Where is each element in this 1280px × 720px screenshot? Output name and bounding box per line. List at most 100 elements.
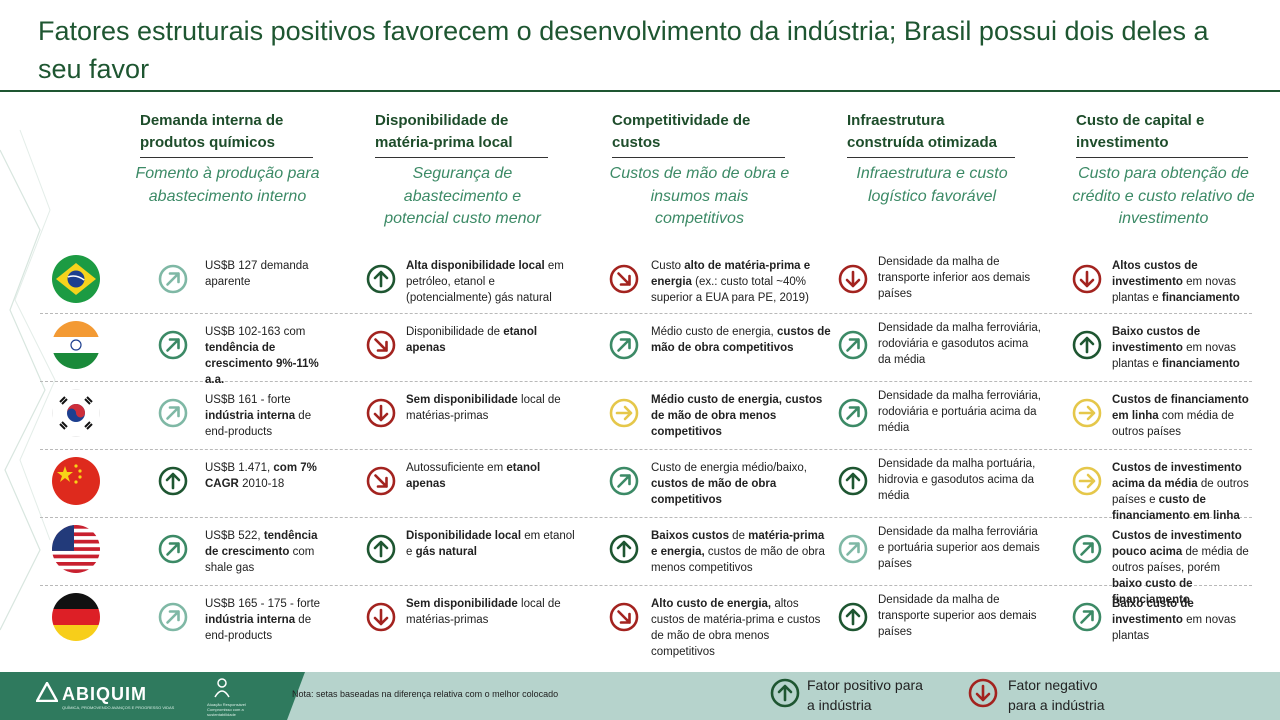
column-heading: Competitividade de custos [612,112,751,151]
emphasis-text: matéria-prima e energia, [651,530,825,558]
factor-cell-text: US$B 522, tendência de crescimento com s… [205,528,323,576]
arrow-down-icon [1072,264,1102,294]
arrow-up-icon [366,534,396,564]
body-text: US$B 1.471, [205,462,274,474]
emphasis-text: com 7% CAGR [205,462,317,490]
emphasis-text: custos de mão de obra competitivos [651,478,777,506]
factor-cell-text: Densidade da malha portuária, hidrovia e… [878,456,1043,504]
arrow-right-icon [1072,466,1102,496]
arrow-up-icon [838,466,868,496]
row-separator [40,449,1252,450]
abiquim-logo-icon [36,682,58,702]
factor-cell-text: Baixos custos de matéria-prima e energia… [651,528,831,576]
body-text: US$B 165 - 175 - forte [205,598,321,610]
legend-negative-label: Fator negativo para a indústria [1008,677,1105,713]
factor-cell-text: Custos de financiamento em linha com méd… [1112,392,1252,440]
emphasis-text: indústria interna [205,410,296,422]
flag-south-korea-icon [52,389,100,437]
body-text: Densidade da malha ferroviária e portuár… [878,526,1040,570]
column-subtitle: Custo para obtenção de crédito e custo r… [1072,165,1255,227]
abiquim-logo: ABIQUIM [62,684,147,704]
factor-cell-text: US$B 1.471, com 7% CAGR 2010-18 [205,460,323,492]
emphasis-text: Sem disponibilidade [406,598,518,610]
arrow-down-icon [838,264,868,294]
emphasis-text: custos de mão de obra competitivos [651,326,831,354]
factor-cell-text: US$B 165 - 175 - forte indústria interna… [205,596,323,644]
responsible-care-icon [214,678,230,698]
abiquim-tagline: QUÍMICA, PROMOVENDO AVANÇOS E PROGRESSO … [62,705,175,710]
factor-cell-text: Custo alto de matéria-prima e energia (e… [651,258,831,306]
emphasis-text: tendência de crescimento [205,530,318,558]
factor-cell-text: US$B 161 - forte indústria interna de en… [205,392,323,440]
column-divider [1076,157,1248,158]
body-text: com shale gas [205,546,315,574]
body-text: em novas plantas e [1112,276,1236,304]
column-subtitle: Fomento à produção para abastecimento in… [135,165,320,205]
body-text: em petróleo, etanol e (potencialmente) g… [406,260,564,304]
emphasis-text: baixo custo de financiamento [1112,578,1193,606]
responsible-care-label: Atuação Responsável Compromisso com a su… [207,702,246,717]
factor-cell-text: US$B 127 demanda aparente [205,258,323,290]
arrow-down-right-icon [366,330,396,360]
row-separator [40,381,1252,382]
emphasis-text: Médio custo de energia, custos de mão de… [651,394,823,438]
column-heading: Disponibilidade de matéria-prima local [375,112,513,151]
column-heading: Demanda interna de produtos químicos [140,112,284,151]
body-text: Custo de energia médio/baixo, [651,462,807,474]
arrow-up-right-icon [1072,602,1102,632]
body-text: US$B 102-163 com [205,326,306,338]
arrow-up-right-icon [1072,534,1102,564]
emphasis-text: Baixo custos de investimento [1112,326,1201,354]
body-text: Custo [651,260,685,272]
emphasis-text: Alta disponibilidade local [406,260,545,272]
body-text: com média de outros países [1112,410,1235,438]
body-text: Densidade da malha portuária, hidrovia e… [878,458,1036,502]
column-subtitle: Infraestrutura e custo logístico favoráv… [856,165,1008,205]
arrow-up-icon [366,264,396,294]
legend-positive-label: Fator positivo para a indústria [807,677,923,713]
emphasis-text: Custos de financiamento em linha [1112,394,1249,422]
factor-cell-text: Baixo custos de investimento em novas pl… [1112,324,1252,372]
arrow-up-right-icon [158,534,188,564]
arrow-up-right-icon [158,398,188,428]
factor-cell-text: Alta disponibilidade local em petróleo, … [406,258,576,306]
row-separator [40,585,1252,586]
emphasis-text: Baixos custos [651,530,729,542]
factor-cell-text: Densidade da malha ferroviária e portuár… [878,524,1043,572]
column-heading: Custo de capital e investimento [1076,112,1205,151]
flag-brazil-icon [52,255,100,303]
body-text: de outros países e [1112,478,1249,506]
arrow-up-icon [609,534,639,564]
arrow-up-right-icon [838,398,868,428]
title-divider [0,90,1280,92]
factor-cell-text: Custo de energia médio/baixo, custos de … [651,460,831,508]
factor-cell-text: Sem disponibilidade local de matérias-pr… [406,596,576,628]
arrow-up-icon [1072,330,1102,360]
emphasis-text: Custos de investimento acima da média [1112,462,1242,490]
body-text: 2010-18 [238,478,285,490]
body-text: Disponibilidade de [406,326,504,338]
body-text: (ex.: custo total ~40% superior a EUA pa… [651,276,809,304]
arrow-down-right-icon [609,264,639,294]
arrow-down-right-icon [609,602,639,632]
emphasis-text: gás natural [415,546,477,558]
factor-cell-text: Baixo custo de investimento em novas pla… [1112,596,1252,644]
column-divider [375,157,548,158]
factor-cell-text: Densidade da malha de transporte inferio… [878,254,1043,302]
body-text: de end-products [205,614,312,642]
column-subtitle: Custos de mão de obra e insumos mais com… [609,165,790,227]
footer-logo-area [0,672,305,720]
column-divider [847,157,1015,158]
arrow-up-right-icon [609,330,639,360]
arrow-down-icon [366,398,396,428]
emphasis-text: alto de matéria-prima e energia [651,260,811,288]
body-text: de end-products [205,410,312,438]
emphasis-text: indústria interna [205,614,296,626]
column-heading: Infraestrutura construída otimizada [847,112,998,151]
flag-germany-icon [52,593,100,641]
body-text: de média de outros países, porém [1112,546,1249,574]
factor-cell-text: Disponibilidade de etanol apenas [406,324,576,356]
emphasis-text: Sem disponibilidade [406,394,518,406]
arrow-down-right-icon [366,466,396,496]
body-text: altos custos de matéria-prima e custos d… [651,598,821,658]
